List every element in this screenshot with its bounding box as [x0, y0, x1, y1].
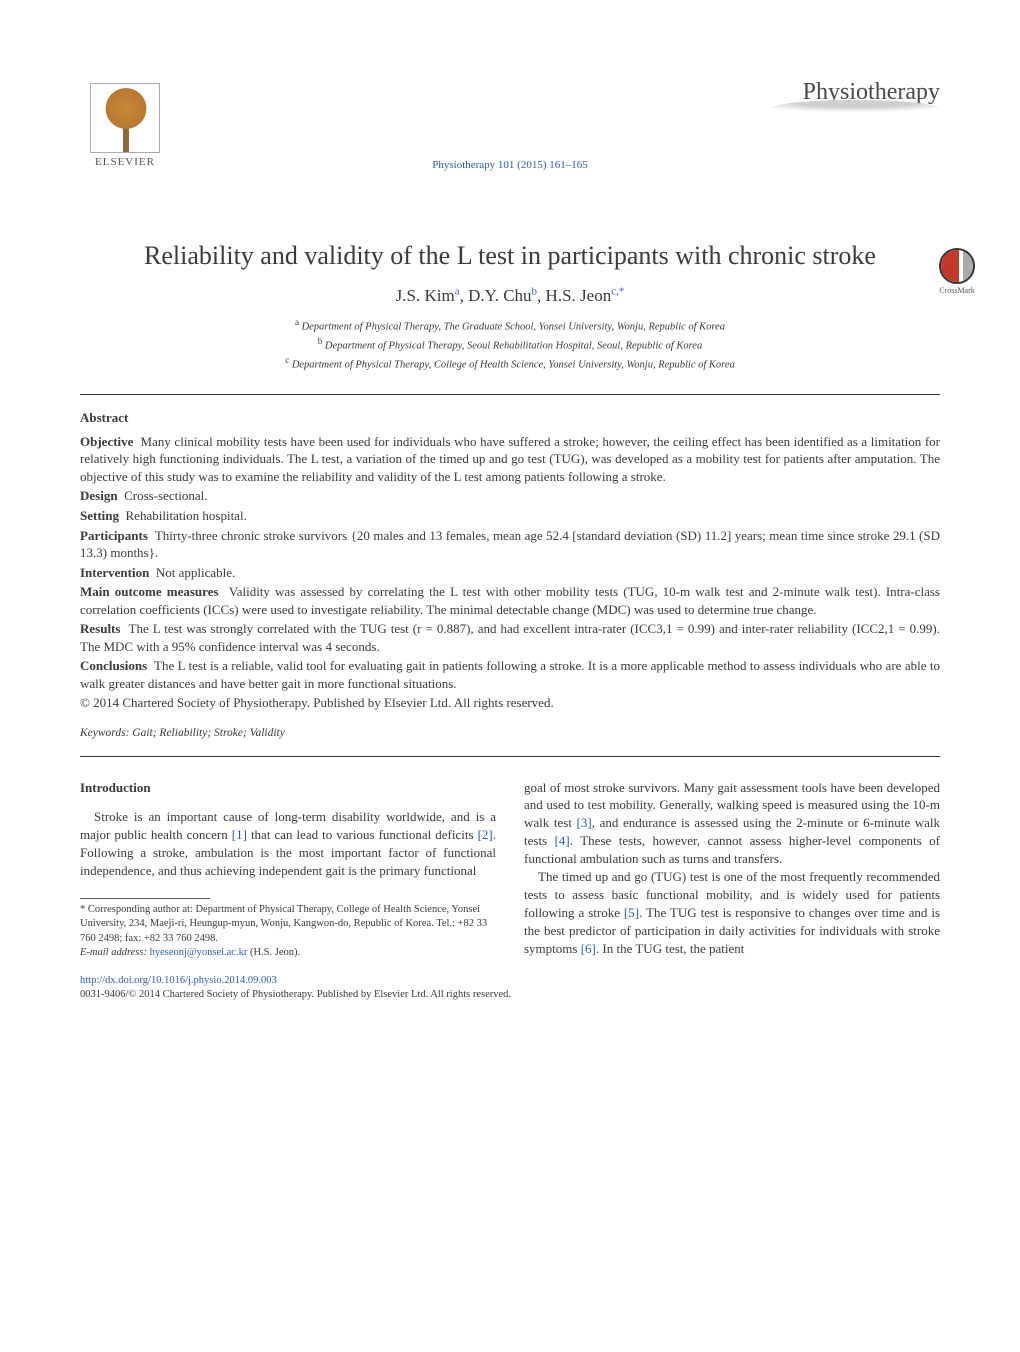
affiliation: a Department of Physical Therapy, The Gr… [80, 316, 940, 335]
email-author: (H.S. Jeon). [250, 947, 300, 958]
abstract-copyright: © 2014 Chartered Society of Physiotherap… [80, 694, 940, 712]
citation-6[interactable]: [6] [581, 941, 596, 956]
affiliations: a Department of Physical Therapy, The Gr… [80, 316, 940, 372]
abstract-body: Objective Many clinical mobility tests h… [80, 433, 940, 712]
affiliation: b Department of Physical Therapy, Seoul … [80, 335, 940, 354]
abstract-setting: Setting Rehabilitation hospital. [80, 507, 940, 525]
publisher-name: ELSEVIER [95, 155, 155, 170]
citation-2[interactable]: [2] [478, 827, 493, 842]
journal-swoosh-icon [770, 100, 940, 118]
keywords-line: Keywords: Gait; Reliability; Stroke; Val… [80, 726, 940, 742]
crossmark-icon [939, 248, 975, 284]
journal-ref-text: Physiotherapy 101 (2015) 161–165 [432, 159, 588, 171]
abstract-results: Results The L test was strongly correlat… [80, 620, 940, 655]
keywords-values: Gait; Reliability; Stroke; Validity [132, 727, 285, 739]
publisher-logo: ELSEVIER [80, 70, 170, 170]
crossmark-label: CrossMark [934, 286, 980, 297]
abstract-objective: Objective Many clinical mobility tests h… [80, 433, 940, 486]
issn-copyright: 0031-9406/© 2014 Chartered Society of Ph… [80, 988, 940, 1002]
footnote-rule [80, 898, 210, 899]
authors-line: J.S. Kima, D.Y. Chub, H.S. Jeonc,* [80, 285, 940, 309]
elsevier-tree-icon [90, 83, 160, 153]
intro-heading: Introduction [80, 779, 496, 797]
body-columns: Introduction Stroke is an important caus… [80, 779, 940, 960]
citation-4[interactable]: [4] [555, 833, 570, 848]
header-row: ELSEVIER Physiotherapy [80, 70, 940, 170]
article-title: Reliability and validity of the L test i… [140, 240, 880, 273]
corr-marker: * [80, 904, 85, 915]
doi-link[interactable]: http://dx.doi.org/10.1016/j.physio.2014.… [80, 974, 940, 988]
author: D.Y. Chub [468, 286, 537, 305]
abstract-heading: Abstract [80, 409, 940, 427]
author: H.S. Jeonc,* [546, 286, 625, 305]
crossmark-badge[interactable]: CrossMark [934, 248, 980, 297]
corresponding-footnote: * Corresponding author at: Department of… [80, 903, 496, 946]
keywords-label: Keywords: [80, 727, 129, 739]
corr-text: Corresponding author at: Department of P… [80, 904, 487, 943]
email-footnote: E-mail address: hyeseonj@yonsei.ac.kr (H… [80, 946, 496, 960]
abstract-participants: Participants Thirty-three chronic stroke… [80, 527, 940, 562]
title-block: Reliability and validity of the L test i… [80, 240, 940, 372]
email-label: E-mail address: [80, 947, 147, 958]
rule-bottom [80, 756, 940, 757]
citation-1[interactable]: [1] [232, 827, 247, 842]
abstract-conclusions: Conclusions The L test is a reliable, va… [80, 657, 940, 692]
citation-3[interactable]: [3] [577, 815, 592, 830]
abstract-block: Abstract Objective Many clinical mobilit… [80, 409, 940, 741]
column-right: goal of most stroke survivors. Many gait… [524, 779, 940, 960]
abstract-intervention: Intervention Not applicable. [80, 564, 940, 582]
column-left: Introduction Stroke is an important caus… [80, 779, 496, 960]
citation-5[interactable]: [5] [624, 905, 639, 920]
intro-para-2: The timed up and go (TUG) test is one of… [524, 868, 940, 958]
rule-top [80, 394, 940, 395]
abstract-design: Design Cross-sectional. [80, 487, 940, 505]
intro-para-1-cont: goal of most stroke survivors. Many gait… [524, 779, 940, 869]
affiliation: c Department of Physical Therapy, Colleg… [80, 354, 940, 373]
page-footer: http://dx.doi.org/10.1016/j.physio.2014.… [80, 974, 940, 1002]
journal-reference[interactable]: Physiotherapy 101 (2015) 161–165 [432, 158, 588, 173]
email-link[interactable]: hyeseonj@yonsei.ac.kr [150, 947, 248, 958]
abstract-outcome: Main outcome measures Validity was asses… [80, 583, 940, 618]
journal-logo: Physiotherapy [750, 70, 940, 120]
intro-para-1: Stroke is an important cause of long-ter… [80, 808, 496, 880]
author: J.S. Kima [396, 286, 460, 305]
